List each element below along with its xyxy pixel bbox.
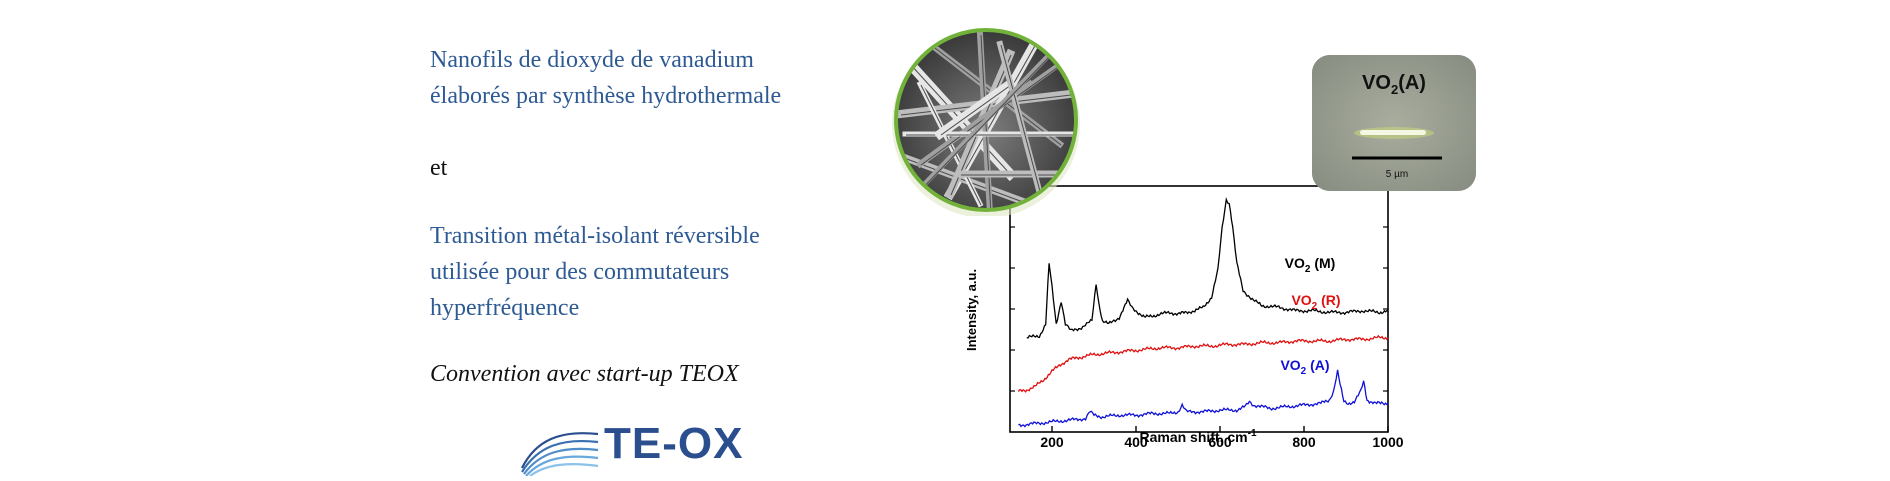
series-labels: VO2 (M) VO2 (R) VO2 (A) (1280, 255, 1340, 377)
application-line-3: hyperfréquence (430, 295, 580, 321)
series-line-2 (1017, 334, 1389, 393)
description-line-1: Nanofils de dioxyde de vanadium (430, 47, 754, 73)
application-line-2: utilisée pour des commutateurs (430, 259, 730, 285)
connector-word: et (430, 155, 448, 181)
y-axis-title: Intensity, a.u. (964, 269, 979, 351)
x-tick-label: 200 (1040, 434, 1064, 450)
series-label-3: VO2 (A) (1280, 357, 1329, 377)
x-axis-title-text: Raman shift, cm (1139, 429, 1247, 445)
convention-note: Convention avec start-up TEOX (430, 361, 739, 387)
wave-logo-icon (521, 432, 599, 477)
x-tick-label: 400 (1124, 434, 1148, 450)
x-axis-ticks: 200 400 600 800 1000 (1040, 426, 1404, 450)
inset-title-main: VO (1362, 72, 1391, 94)
series-label-1: VO2 (M) (1285, 255, 1336, 275)
x-tick-label: 1000 (1372, 434, 1403, 450)
y-axis-ticks (1010, 226, 1388, 392)
inset-svg: VO2(A) 5 µm (1312, 55, 1476, 191)
x-tick-label: 600 (1208, 434, 1232, 450)
series-line-1 (1026, 197, 1388, 339)
optical-inset-image: VO2(A) 5 µm (1312, 55, 1476, 191)
series-line-3 (1018, 369, 1389, 428)
x-axis-title-sup: -1 (1248, 428, 1257, 439)
x-axis-title: Raman shift, cm-1 (1139, 428, 1256, 445)
description-line-2: élaborés par synthèse hydrothermale (430, 83, 782, 109)
series-lines (1017, 197, 1389, 428)
application-line-1: Transition métal-isolant réversible (430, 223, 760, 249)
inset-title: VO2(A) (1362, 72, 1426, 97)
x-tick-label: 800 (1292, 434, 1316, 450)
raman-spectrum-chart: 200 400 600 800 1000 Raman shift, cm-1 Inten… (964, 185, 1404, 450)
series-label-2: VO2 (R) (1291, 292, 1340, 312)
logo-wordmark: TE-OX (604, 419, 744, 468)
inset-title-sub: 2 (1391, 82, 1398, 97)
scale-bar-label: 5 µm (1386, 169, 1408, 180)
nanowire-crystal (1360, 130, 1426, 135)
inset-title-suffix: (A) (1398, 72, 1426, 94)
sem-nanowire-image (892, 28, 1080, 216)
